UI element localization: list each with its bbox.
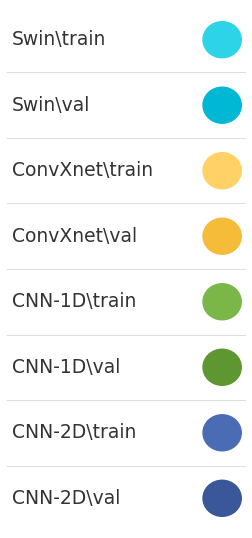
Text: ConvXnet\val: ConvXnet\val	[12, 226, 136, 246]
Text: CNN-2D\val: CNN-2D\val	[12, 489, 120, 508]
Ellipse shape	[202, 153, 240, 189]
Ellipse shape	[202, 218, 240, 254]
Ellipse shape	[202, 87, 240, 123]
Text: CNN-2D\train: CNN-2D\train	[12, 423, 136, 442]
Text: Swin\train: Swin\train	[12, 30, 106, 49]
Ellipse shape	[202, 349, 240, 385]
Text: CNN-1D\train: CNN-1D\train	[12, 292, 136, 312]
Text: ConvXnet\train: ConvXnet\train	[12, 161, 152, 180]
Text: CNN-1D\val: CNN-1D\val	[12, 358, 120, 377]
Ellipse shape	[202, 415, 240, 451]
Text: Swin\val: Swin\val	[12, 96, 90, 115]
Ellipse shape	[202, 284, 240, 320]
Ellipse shape	[202, 480, 240, 516]
Ellipse shape	[202, 22, 240, 58]
